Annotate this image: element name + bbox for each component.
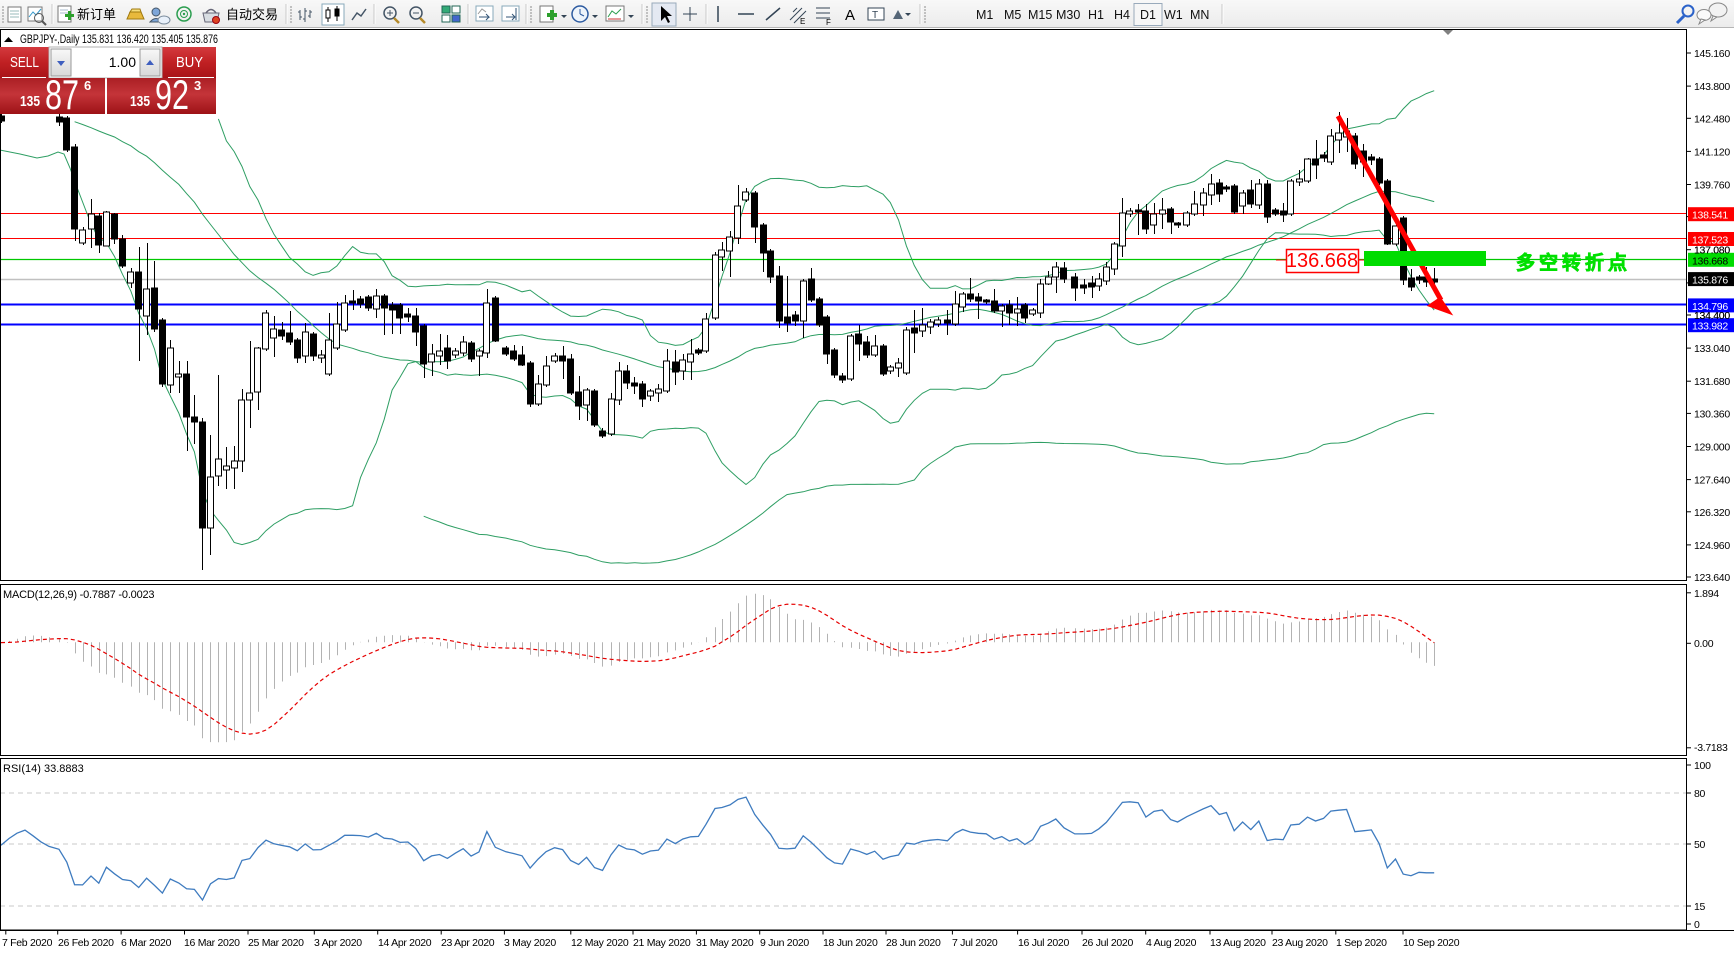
svg-text:136.668: 136.668 <box>1692 255 1728 267</box>
svg-text:4 Aug 2020: 4 Aug 2020 <box>1146 937 1197 949</box>
svg-text:3 May 2020: 3 May 2020 <box>504 937 556 949</box>
svg-text:9 Jun 2020: 9 Jun 2020 <box>760 937 809 949</box>
svg-text:A: A <box>845 7 855 24</box>
svg-text:D1: D1 <box>1140 8 1156 22</box>
svg-text:1.00: 1.00 <box>109 54 136 70</box>
svg-text:3: 3 <box>194 78 201 93</box>
svg-text:23 Apr 2020: 23 Apr 2020 <box>441 937 495 949</box>
svg-text:M30: M30 <box>1056 8 1080 22</box>
svg-text:RSI(14) 33.8883: RSI(14) 33.8883 <box>3 763 84 775</box>
svg-text:7 Jul 2020: 7 Jul 2020 <box>952 937 998 949</box>
svg-text:134.796: 134.796 <box>1692 301 1728 313</box>
svg-text:18 Jun 2020: 18 Jun 2020 <box>823 937 878 949</box>
svg-text:6: 6 <box>84 78 91 93</box>
svg-text:T: T <box>872 10 878 21</box>
svg-text:15: 15 <box>1694 901 1706 913</box>
svg-text:139.760: 139.760 <box>1694 180 1730 192</box>
svg-text:GBPJPY-,Daily 135.831 136.420: GBPJPY-,Daily 135.831 136.420 135.405 13… <box>20 32 218 46</box>
svg-text:0.00: 0.00 <box>1694 638 1714 650</box>
svg-text:100: 100 <box>1694 760 1711 772</box>
svg-text:134.400: 134.400 <box>1694 310 1730 322</box>
svg-text:3 Apr 2020: 3 Apr 2020 <box>314 937 362 949</box>
svg-text:28 Jun 2020: 28 Jun 2020 <box>886 937 941 949</box>
svg-text:F: F <box>826 18 831 27</box>
svg-text:13 Aug 2020: 13 Aug 2020 <box>1210 937 1266 949</box>
svg-text:135: 135 <box>20 94 40 110</box>
svg-text:124.960: 124.960 <box>1694 540 1730 552</box>
svg-text:138.541: 138.541 <box>1692 210 1728 222</box>
svg-text:10 Sep 2020: 10 Sep 2020 <box>1403 937 1460 949</box>
svg-text:BUY: BUY <box>176 55 203 71</box>
svg-text:133.040: 133.040 <box>1694 343 1730 355</box>
svg-text:80: 80 <box>1694 788 1706 800</box>
svg-text:26 Jul 2020: 26 Jul 2020 <box>1082 937 1133 949</box>
svg-text:133.982: 133.982 <box>1692 321 1728 333</box>
svg-text:87: 87 <box>45 71 79 118</box>
svg-text:1.894: 1.894 <box>1694 588 1719 600</box>
svg-text:137.080: 137.080 <box>1694 245 1730 257</box>
svg-text:MN: MN <box>1190 8 1209 22</box>
svg-text:26 Feb 2020: 26 Feb 2020 <box>58 937 114 949</box>
svg-text:0: 0 <box>1694 919 1700 931</box>
svg-text:131.680: 131.680 <box>1694 376 1730 388</box>
svg-text:W1: W1 <box>1164 8 1183 22</box>
svg-text:12 May 2020: 12 May 2020 <box>571 937 629 949</box>
svg-text:-3.7183: -3.7183 <box>1694 742 1728 754</box>
svg-text:135: 135 <box>130 94 150 110</box>
svg-text:H1: H1 <box>1088 8 1104 22</box>
svg-text:6 Mar 2020: 6 Mar 2020 <box>121 937 172 949</box>
svg-text:E: E <box>800 17 805 26</box>
svg-text:126.320: 126.320 <box>1694 507 1730 519</box>
svg-text:50: 50 <box>1694 839 1706 851</box>
svg-text:14 Apr 2020: 14 Apr 2020 <box>378 937 432 949</box>
svg-text:141.120: 141.120 <box>1694 146 1730 158</box>
svg-text:MACD(12,26,9) -0.7887 -0.0023: MACD(12,26,9) -0.7887 -0.0023 <box>3 589 154 601</box>
svg-text:31 May 2020: 31 May 2020 <box>696 937 754 949</box>
svg-text:145.160: 145.160 <box>1694 48 1730 60</box>
svg-text:143.800: 143.800 <box>1694 81 1730 93</box>
svg-text:16 Jul 2020: 16 Jul 2020 <box>1018 937 1069 949</box>
svg-text:25 Mar 2020: 25 Mar 2020 <box>248 937 304 949</box>
svg-text:自动交易: 自动交易 <box>226 7 278 22</box>
svg-text:21 May 2020: 21 May 2020 <box>633 937 691 949</box>
svg-text:127.640: 127.640 <box>1694 475 1730 487</box>
svg-text:129.000: 129.000 <box>1694 442 1730 454</box>
svg-text:M5: M5 <box>1004 8 1021 22</box>
svg-text:新订单: 新订单 <box>77 7 116 22</box>
svg-text:16 Mar 2020: 16 Mar 2020 <box>184 937 240 949</box>
svg-text:142.480: 142.480 <box>1694 113 1730 125</box>
svg-text:M1: M1 <box>976 8 993 22</box>
svg-text:1 Sep 2020: 1 Sep 2020 <box>1336 937 1387 949</box>
svg-text:23 Aug 2020: 23 Aug 2020 <box>1272 937 1328 949</box>
svg-text:H4: H4 <box>1114 8 1130 22</box>
svg-text:137.523: 137.523 <box>1692 235 1728 247</box>
svg-text:多空转折点: 多空转折点 <box>1516 251 1631 274</box>
svg-text:7 Feb 2020: 7 Feb 2020 <box>2 937 53 949</box>
svg-text:SELL: SELL <box>10 55 39 71</box>
svg-text:135.876: 135.876 <box>1692 275 1728 287</box>
svg-text:123.640: 123.640 <box>1694 572 1730 584</box>
svg-text:M15: M15 <box>1028 8 1052 22</box>
svg-text:136.668: 136.668 <box>1286 250 1358 272</box>
svg-text:92: 92 <box>155 71 189 118</box>
svg-text:130.360: 130.360 <box>1694 408 1730 420</box>
